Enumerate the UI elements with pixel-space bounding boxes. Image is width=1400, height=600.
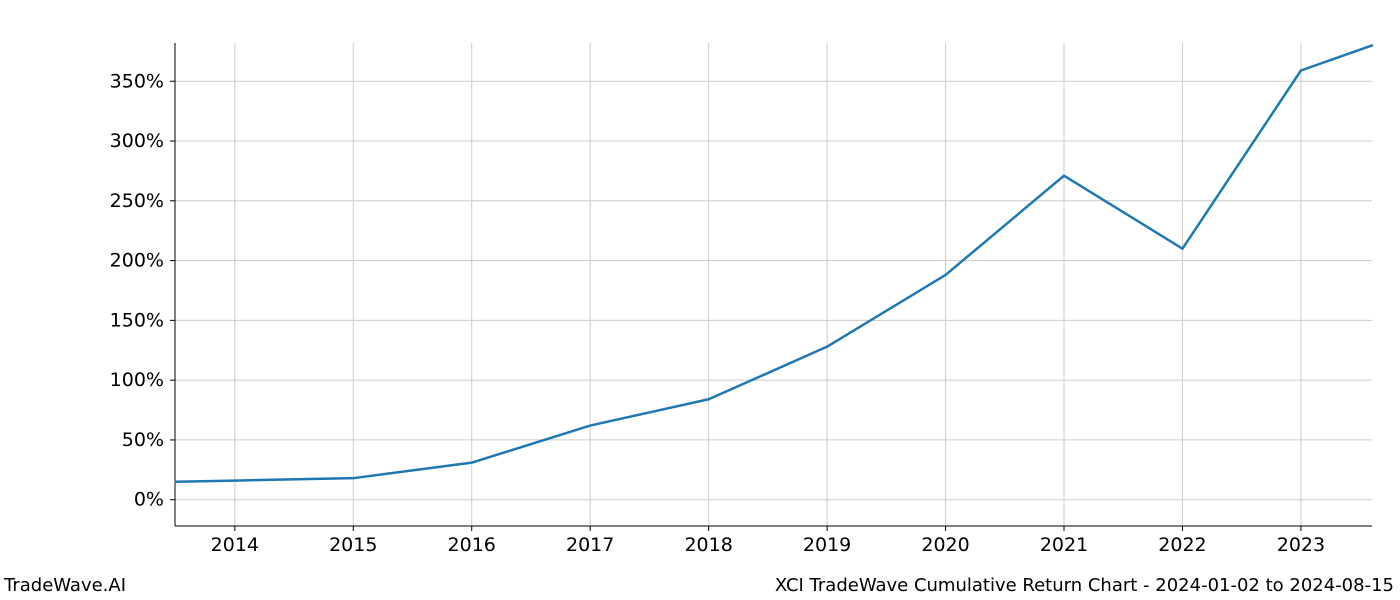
y-tick-label: 350%	[110, 70, 164, 92]
x-tick-label: 2020	[921, 534, 969, 556]
y-tick-label: 250%	[110, 190, 164, 212]
y-tick-label: 0%	[134, 489, 164, 511]
footer-caption: XCI TradeWave Cumulative Return Chart - …	[775, 575, 1394, 596]
footer-brand: TradeWave.AI	[4, 575, 126, 596]
y-tick-label: 300%	[110, 130, 164, 152]
x-tick-label: 2016	[448, 534, 496, 556]
x-tick-label: 2023	[1277, 534, 1325, 556]
x-tick-label: 2022	[1158, 534, 1206, 556]
y-tick-label: 150%	[110, 309, 164, 331]
x-tick-label: 2019	[803, 534, 851, 556]
x-tick-label: 2018	[684, 534, 732, 556]
y-tick-label: 200%	[110, 250, 164, 272]
y-tick-label: 50%	[122, 429, 164, 451]
x-tick-label: 2014	[211, 534, 259, 556]
x-tick-label: 2017	[566, 534, 614, 556]
chart-container: 2014 2015 2016 2017 2018 2019 2020 2021 2022 2023…	[0, 0, 1400, 600]
line-chart: 2014 2015 2016 2017 2018 2019 2020 2021 2022 2023…	[0, 0, 1400, 600]
y-tick-label: 100%	[110, 369, 164, 391]
x-tick-label: 2021	[1040, 534, 1088, 556]
x-tick-label: 2015	[329, 534, 377, 556]
